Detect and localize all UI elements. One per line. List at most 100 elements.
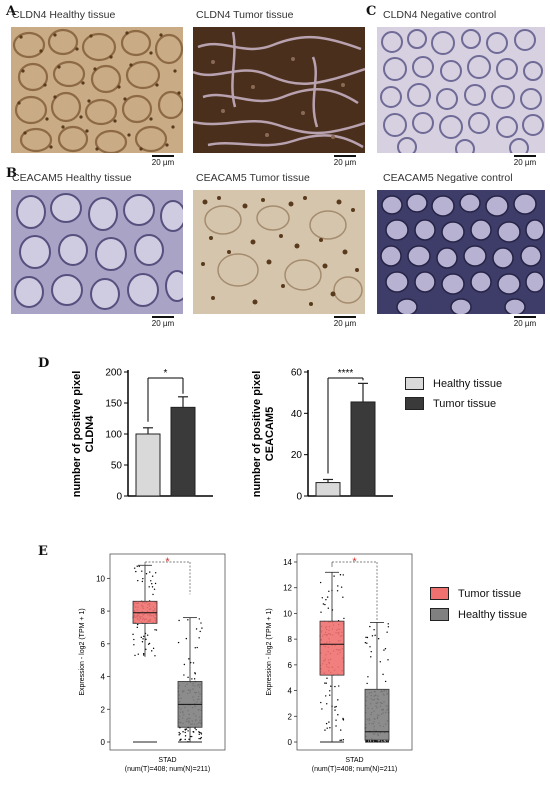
data-point <box>141 641 144 643</box>
ceacam5-negative-image <box>377 190 545 314</box>
data-point <box>133 644 135 646</box>
y-axis-label-line: CEACAM5 <box>264 407 276 461</box>
data-point <box>141 580 144 583</box>
data-point <box>384 680 387 683</box>
y-tick-label: 0 <box>288 738 293 747</box>
data-point <box>138 565 140 568</box>
data-point <box>337 585 339 587</box>
data-point <box>321 708 323 710</box>
data-point <box>366 636 369 639</box>
y-tick-label: 40 <box>291 409 303 420</box>
data-point <box>183 663 186 666</box>
data-point <box>375 740 377 742</box>
x-axis-label: STAD <box>158 757 176 764</box>
legend-label-tumor-box: Tumor tissue <box>458 587 522 600</box>
data-point <box>151 583 153 585</box>
data-point <box>192 662 195 664</box>
data-point <box>329 694 331 696</box>
data-point <box>151 650 153 652</box>
data-point <box>335 719 337 721</box>
data-point <box>178 731 180 734</box>
data-point <box>150 580 152 582</box>
y-axis-label: Expression - log2 (TPM + 1) <box>79 608 86 695</box>
legend-item-tumor-box: Tumor tissue <box>430 587 521 600</box>
y-axis-label-line: CLDN4 <box>84 415 96 453</box>
cldn4-tumor-image <box>193 27 365 153</box>
y-tick-label: 8 <box>288 635 293 644</box>
data-point <box>373 629 375 631</box>
x-axis-sublabel: (num(T)=408; num(N)=211) <box>125 766 210 773</box>
data-point <box>367 676 369 678</box>
data-point <box>136 623 139 626</box>
data-point <box>140 636 143 639</box>
scale-bar: 20 µm <box>148 316 178 328</box>
data-point <box>178 619 180 622</box>
data-point <box>136 565 138 567</box>
y-axis-label: Expression - log2 (TPM + 1) <box>266 608 273 695</box>
data-point <box>198 737 200 740</box>
data-point <box>154 655 156 657</box>
data-point <box>322 603 325 605</box>
data-point <box>134 654 136 657</box>
legend-swatch-healthy <box>405 377 424 390</box>
data-point <box>339 729 342 731</box>
data-point <box>200 733 203 735</box>
data-point <box>154 572 157 574</box>
x-axis-sublabel: (num(T)=408; num(N)=211) <box>312 766 397 773</box>
data-point <box>326 703 328 705</box>
data-point <box>383 649 385 651</box>
y-tick-label: 0 <box>101 738 106 747</box>
panel-label-d: D <box>38 356 50 371</box>
data-point <box>185 637 188 640</box>
data-point <box>198 618 200 620</box>
data-point <box>328 721 330 723</box>
data-point <box>187 676 189 679</box>
bar <box>350 401 376 497</box>
data-point <box>198 733 200 736</box>
ceacam5-healthy-image <box>11 190 183 314</box>
data-point <box>371 635 374 637</box>
y-tick-label: 60 <box>291 368 303 379</box>
data-point <box>194 673 196 675</box>
data-point <box>191 735 193 738</box>
data-point <box>198 731 200 733</box>
data-point <box>196 646 198 649</box>
legend-swatch-tumor <box>405 397 424 410</box>
data-point <box>326 727 328 729</box>
data-point <box>151 575 154 577</box>
data-point <box>338 685 340 687</box>
expression-box-plot-2: 0 2 4 6 8 10 12 14 Expression - log2 (TPM + 1) ST… <box>266 553 413 773</box>
data-point <box>334 709 336 711</box>
data-point <box>374 634 376 637</box>
ceacam5-tumor-title: CEACAM5 Tumor tissue <box>196 172 310 184</box>
scale-bar: 20 µm <box>330 155 360 167</box>
data-point <box>320 611 322 613</box>
data-point <box>179 738 182 741</box>
significance-marker: **** <box>338 368 354 379</box>
data-point <box>325 682 327 684</box>
data-point <box>193 678 196 680</box>
expression-box-plot-1: 0 2 4 6 8 10 Expression - log2 (TPM + 1) STAD (n… <box>79 553 226 773</box>
data-point <box>191 678 193 680</box>
data-point <box>192 731 195 733</box>
data-point <box>384 648 387 650</box>
y-tick-label: 100 <box>105 430 122 441</box>
data-point <box>333 575 335 577</box>
data-point <box>342 596 344 598</box>
legend-label-healthy-box: Healthy tissue <box>458 608 528 621</box>
data-point <box>365 636 367 639</box>
ceacam5-bar-chart: number of positive pixelCEACAM5 0 20 40 60 **… <box>251 368 393 503</box>
data-point <box>370 656 372 658</box>
y-tick-label: 50 <box>111 461 123 472</box>
data-point <box>185 728 188 730</box>
data-point <box>149 571 151 573</box>
bar <box>315 482 341 497</box>
data-point <box>145 648 147 651</box>
bar <box>170 406 196 497</box>
ceacam5-negative-title: CEACAM5 Negative control <box>383 172 513 184</box>
data-point <box>319 581 322 584</box>
cldn4-bar-chart: number of positive pixelCLDN4 0 50 100 150 20… <box>71 368 213 503</box>
data-point <box>182 731 184 733</box>
data-point <box>328 590 330 593</box>
data-point <box>198 637 200 639</box>
